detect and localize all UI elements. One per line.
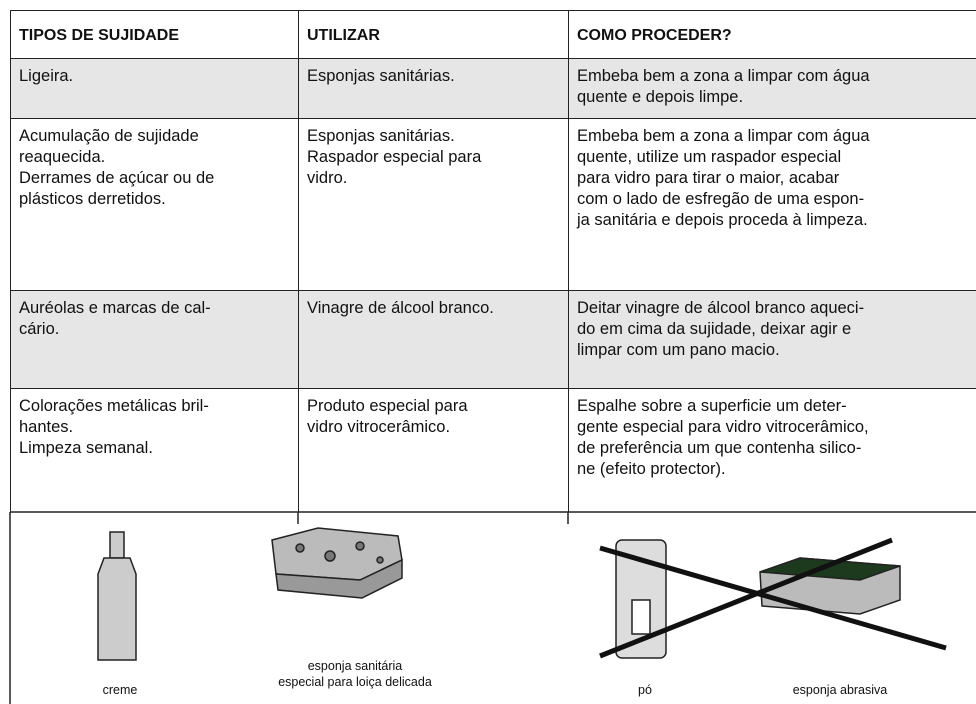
text-line: Limpeza semanal.: [19, 439, 153, 457]
text-line: vidro.: [307, 169, 348, 187]
table-cell: Vinagre de álcool branco.: [298, 290, 570, 388]
text-line: hantes.: [19, 418, 74, 436]
caption: pó: [600, 682, 690, 698]
table-cell: Acumulação de sujidade reaquecida. Derrame…: [10, 118, 300, 290]
caption: esponja sanitária especial para loiça del…: [230, 658, 480, 690]
table-cell: Esponjas sanitárias. Raspador especial pa…: [298, 118, 570, 290]
text-line: Colorações metálicas bril-: [19, 397, 209, 415]
text-line: TIPOS DE SUJIDADE: [19, 27, 180, 44]
text-line: Vinagre de álcool branco.: [307, 299, 494, 317]
text-line: ne (efeito protector).: [577, 460, 726, 478]
text-line: Esponjas sanitárias.: [307, 127, 455, 145]
text-line: gente especial para vidro vitrocerâmico,: [577, 418, 869, 436]
caption: esponja abrasiva: [760, 682, 920, 698]
text-line: vidro vitrocerâmico.: [307, 418, 451, 436]
table-cell: Auréolas e marcas de cal-cário.: [10, 290, 300, 388]
table-cell: Espalhe sobre a superficie um deter-gent…: [568, 388, 976, 512]
text-line: Deitar vinagre de álcool branco aqueci-: [577, 299, 865, 317]
table-cell: Esponjas sanitárias.: [298, 58, 570, 118]
text-line: ja sanitária e depois proceda à limpeza.: [577, 211, 868, 229]
abrasive-sponge: [759, 557, 901, 615]
text-line: creme: [102, 683, 138, 697]
text-line: Acumulação de sujidade: [19, 127, 199, 145]
text-line: Espalhe sobre a superficie um deter-: [577, 397, 847, 415]
text-line: plásticos derretidos.: [19, 190, 166, 208]
text-line: cário.: [19, 320, 60, 338]
table-cell: Embeba bem a zona a limpar com água quent…: [568, 118, 976, 290]
text-line: Auréolas e marcas de cal-: [19, 299, 211, 317]
header-cell: TIPOS DE SUJIDADE: [10, 10, 300, 58]
text-line: pó: [638, 683, 652, 697]
text-line: para vidro para tirar o maior, acabar: [577, 169, 840, 187]
text-line: esponja sanitária: [307, 659, 403, 673]
header-cell: COMO PROCEDER?: [568, 10, 976, 58]
text-line: Produto especial para: [307, 397, 468, 415]
powder-can: [615, 539, 667, 659]
text-line: especial para loiça delicada: [278, 675, 432, 689]
table-cell: Deitar vinagre de álcool branco aqueci-d…: [568, 290, 976, 388]
text-line: Embeba bem a zona a limpar com água: [577, 127, 870, 145]
sponge: [271, 527, 403, 599]
text-line: reaquecida.: [19, 148, 106, 166]
text-line: Ligeira.: [19, 67, 74, 85]
text-line: quente, utilize um raspador especial: [577, 148, 842, 166]
text-line: com o lado de esfregão de uma espon-: [577, 190, 865, 208]
text-line: do em cima da sujidade, deixar agir e: [577, 320, 852, 338]
table-cell: Colorações metálicas bril-hantes. Limpeza…: [10, 388, 300, 512]
text-line: Embeba bem a zona a limpar com água: [577, 67, 870, 85]
table-cell: Embeba bem a zona a limpar com água quent…: [568, 58, 976, 118]
text-line: esponja abrasiva: [792, 683, 888, 697]
text-line: quente e depois limpe.: [577, 88, 744, 106]
cream-bottle: [97, 531, 137, 661]
table-cell: Ligeira.: [10, 58, 300, 118]
caption: creme: [70, 682, 170, 698]
text-line: Derrames de açúcar ou de: [19, 169, 215, 187]
header-cell: UTILIZAR: [298, 10, 570, 58]
text-line: UTILIZAR: [307, 27, 380, 44]
table-cell: Produto especial para vidro vitrocerâmico…: [298, 388, 570, 512]
text-line: Raspador especial para: [307, 148, 482, 166]
text-line: COMO PROCEDER?: [577, 27, 732, 44]
text-line: Esponjas sanitárias.: [307, 67, 455, 85]
text-line: de preferência um que contenha silico-: [577, 439, 862, 457]
text-line: limpar com um pano macio.: [577, 341, 780, 359]
